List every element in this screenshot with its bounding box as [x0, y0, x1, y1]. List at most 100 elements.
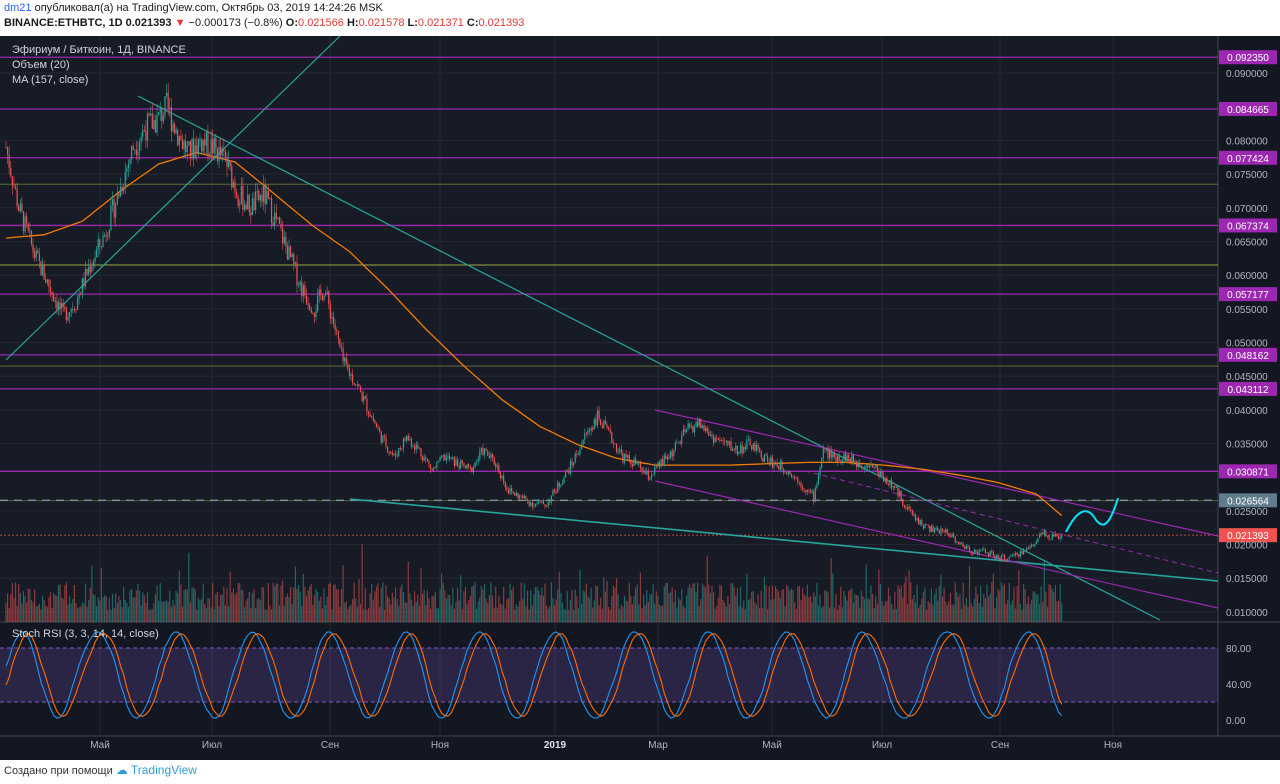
volume-bar: [902, 597, 904, 622]
price-tick-6: 0.055000: [1226, 305, 1268, 316]
candle-body: [627, 455, 629, 458]
volume-bar: [730, 582, 732, 622]
candle-body: [294, 262, 296, 264]
volume-bar: [833, 607, 835, 622]
candle-body: [37, 250, 39, 254]
candle-body: [30, 230, 33, 245]
volume-bar: [989, 593, 991, 622]
dashed-level-label: 0.026564: [1227, 496, 1269, 507]
tradingview-brand[interactable]: TradingView: [130, 763, 197, 777]
volume-bar: [148, 609, 150, 622]
volume-bar: [16, 605, 18, 622]
candle-body: [792, 476, 794, 478]
candle-body: [841, 459, 843, 463]
candle-body: [272, 222, 274, 226]
volume-bar: [150, 609, 152, 622]
candle-body: [515, 492, 517, 496]
candle-body: [479, 451, 481, 459]
volume-bar: [511, 590, 513, 622]
candle-body: [383, 435, 386, 437]
volume-bar: [215, 594, 217, 622]
candle-body: [596, 410, 599, 426]
volume-bar: [794, 602, 796, 622]
volume-bar: [453, 608, 455, 622]
volume-bar: [878, 569, 880, 622]
candle-body: [127, 164, 130, 169]
candle-body: [1043, 530, 1045, 535]
author-link[interactable]: dm21: [4, 2, 32, 14]
candle-body: [976, 551, 979, 554]
channel-mid-dashed[interactable]: [804, 470, 1219, 574]
volume-bar: [509, 583, 511, 622]
volume-bar: [177, 593, 179, 622]
volume-bar: [663, 586, 665, 622]
volume-bar: [390, 604, 392, 622]
volume-bar: [197, 597, 199, 622]
level-label-bg-6: [1219, 381, 1277, 396]
volume-bar: [331, 609, 333, 622]
candle-body: [59, 302, 61, 309]
tradingview-logo-icon[interactable]: ☁: [115, 763, 128, 777]
candle-body: [278, 217, 281, 224]
candle-body: [550, 495, 552, 503]
candle-body: [774, 462, 777, 464]
candle-body: [167, 92, 169, 109]
volume-bar: [393, 597, 395, 622]
volume-bar: [579, 569, 581, 622]
volume-bar: [754, 602, 756, 622]
candle-body: [600, 419, 602, 425]
candle-body: [911, 509, 913, 515]
volume-bar: [485, 598, 487, 622]
volume-bar: [627, 601, 629, 622]
volume-bar: [714, 608, 716, 622]
chart-canvas[interactable]: 0.092350 0.084665 0.077424 0.067374 0.057177…: [0, 36, 1280, 760]
time-tick-5: Мар: [648, 740, 668, 751]
volume-bar: [290, 587, 292, 622]
volume-bar: [962, 582, 964, 622]
candle-body: [452, 457, 454, 458]
candle-body: [256, 190, 258, 192]
volume-bar: [159, 582, 161, 622]
volume-bar: [38, 603, 40, 622]
time-tick-8: Сен: [991, 740, 1009, 751]
projection-path[interactable]: [1065, 497, 1119, 533]
price-tick-14: 0.010000: [1226, 608, 1268, 619]
candle-body: [113, 199, 115, 218]
trendline-lower-support[interactable]: [349, 498, 1219, 582]
volume-bar: [542, 595, 545, 622]
candle-body: [185, 141, 187, 152]
price-pane[interactable]: [0, 36, 1218, 622]
volume-bar: [666, 582, 669, 622]
stoch-legend: Stoch RSI (3, 3, 14, 14, close): [12, 628, 159, 640]
volume-bar: [948, 601, 950, 622]
channel-lower-line[interactable]: [654, 480, 1219, 609]
volume-bar: [801, 587, 804, 622]
candle-body: [123, 187, 125, 192]
candle-body: [981, 548, 983, 550]
candle-body: [903, 505, 905, 508]
candle-body: [576, 453, 578, 455]
volume-bar: [608, 606, 610, 622]
trendline-descending-main[interactable]: [137, 95, 1161, 621]
volume-bar: [700, 599, 702, 622]
trend-lines: [5, 36, 1219, 621]
volume-bar: [94, 595, 96, 622]
volume-bar: [546, 605, 548, 622]
candle-body: [735, 445, 737, 450]
candle-body: [234, 181, 236, 193]
volume-bar: [204, 603, 206, 622]
candle-body: [728, 441, 731, 445]
volume-bar: [318, 600, 320, 622]
candle-body: [269, 197, 271, 199]
volume-bar: [5, 603, 7, 622]
candle-body: [997, 555, 999, 559]
price-tick-11: 0.025000: [1226, 507, 1268, 518]
volume-bar: [76, 608, 79, 622]
candle-body: [919, 519, 921, 525]
candle-body: [1050, 539, 1052, 540]
candle-body: [727, 440, 729, 445]
candle-body: [611, 431, 613, 443]
volume-bar: [24, 596, 26, 622]
channel-upper-line[interactable]: [654, 409, 1219, 537]
price-tick-10: 0.035000: [1226, 440, 1268, 451]
